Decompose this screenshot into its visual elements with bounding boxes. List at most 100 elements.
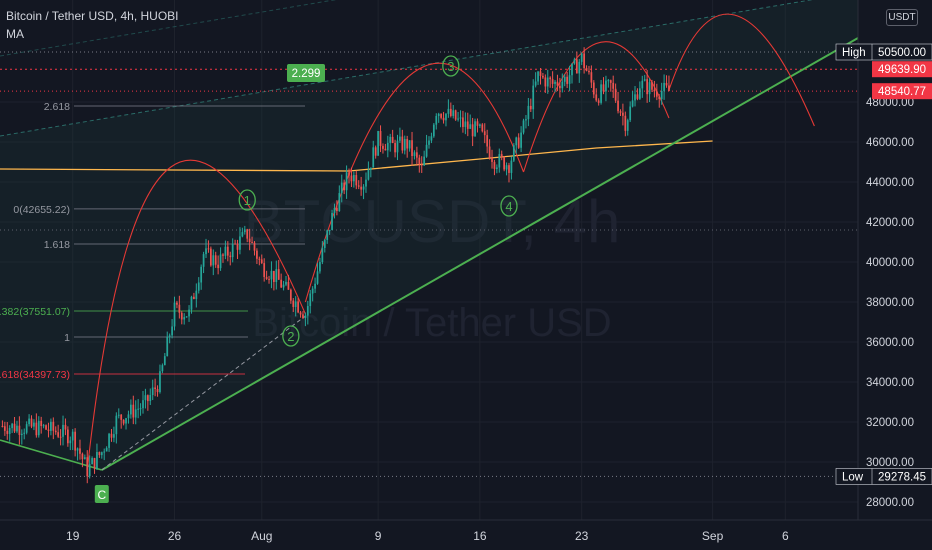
candle-body [566, 76, 569, 84]
candle-body [178, 304, 181, 313]
candle-body [20, 433, 23, 435]
candle [120, 413, 123, 429]
candle-body [253, 242, 256, 251]
moving-average-line [0, 140, 713, 172]
candle [403, 135, 406, 155]
indicator-label[interactable]: MA [6, 27, 24, 41]
candle-body [195, 290, 198, 299]
candle-body [180, 312, 183, 320]
candle [411, 131, 413, 166]
candle-body [474, 121, 476, 137]
watermark-name: Bitcoin / Tether USD [252, 301, 611, 345]
candle-body [323, 239, 326, 248]
candle [396, 134, 399, 161]
candle-body [447, 108, 450, 114]
candle [534, 72, 537, 88]
candle-body [592, 82, 595, 95]
candle-body [556, 81, 559, 86]
candle [343, 179, 346, 195]
candle-body [505, 165, 508, 170]
candle [338, 185, 341, 212]
candle [117, 408, 120, 419]
support-trendline [101, 37, 859, 471]
candle-body [200, 266, 203, 283]
candle [333, 203, 336, 219]
candle-body [607, 80, 610, 82]
candle-body [103, 451, 106, 453]
candle-body [619, 111, 622, 113]
drawings: 2.618 0(42655.22) 1.618 .382(37551.07) 1 .618… [0, 0, 859, 477]
candle [529, 98, 532, 112]
candle-body [464, 121, 467, 127]
candle [178, 295, 181, 319]
candle [173, 296, 176, 331]
candle-body [137, 408, 140, 410]
candle-body [495, 167, 498, 169]
currency-badge[interactable]: USDT [886, 9, 918, 26]
candle-body [389, 136, 392, 143]
candle [304, 312, 307, 327]
candle [663, 74, 665, 100]
candle [668, 75, 670, 92]
candle-body [33, 422, 35, 427]
candle [222, 253, 224, 263]
candle-body [234, 243, 236, 245]
candle [384, 143, 387, 151]
candle [275, 260, 278, 290]
candle [340, 174, 343, 203]
candle-body [52, 421, 55, 431]
time-tick-label: 16 [473, 529, 487, 543]
candle-body [411, 140, 413, 157]
candle [580, 52, 583, 66]
candle-body [338, 193, 341, 212]
candle-body [127, 414, 130, 419]
candle [600, 79, 602, 105]
candle-body [374, 147, 377, 156]
candle-body [503, 157, 506, 170]
candle [503, 156, 506, 172]
candle-body [384, 148, 387, 151]
candle [3, 421, 6, 436]
candle [362, 184, 365, 200]
candle-body [624, 115, 627, 131]
candle [311, 286, 314, 302]
candle-body [98, 452, 101, 456]
candle [62, 415, 64, 446]
candle-body [171, 326, 173, 336]
candle [11, 422, 13, 434]
candle-body [47, 429, 50, 431]
candle [180, 311, 183, 325]
candle [328, 229, 331, 235]
candle-body [588, 70, 590, 73]
candle-body [96, 452, 98, 469]
candle [91, 456, 93, 465]
candle [345, 165, 348, 199]
candle [197, 277, 200, 294]
candle [435, 113, 438, 130]
candle-body [105, 447, 108, 452]
candle-body [508, 165, 510, 173]
candle-body [517, 137, 520, 148]
candle-body [280, 279, 283, 288]
candle-body [445, 113, 447, 121]
candle-body [316, 271, 319, 284]
candle [280, 273, 283, 289]
price-tick-label: 36000.00 [866, 337, 914, 349]
candle-body [241, 232, 244, 237]
candle-body [13, 423, 16, 432]
candle [525, 115, 527, 129]
candle [54, 426, 57, 435]
candle [568, 65, 571, 92]
wave-label: 1 [244, 193, 251, 208]
candle [631, 91, 634, 108]
candle-body [91, 458, 93, 465]
candle-body [367, 169, 370, 180]
candle-body [28, 418, 30, 425]
candle [374, 145, 377, 159]
candle-body [193, 296, 195, 299]
candle-body [71, 431, 74, 441]
candle [401, 129, 404, 154]
price-label-name: High [842, 47, 866, 59]
candle [314, 277, 316, 293]
